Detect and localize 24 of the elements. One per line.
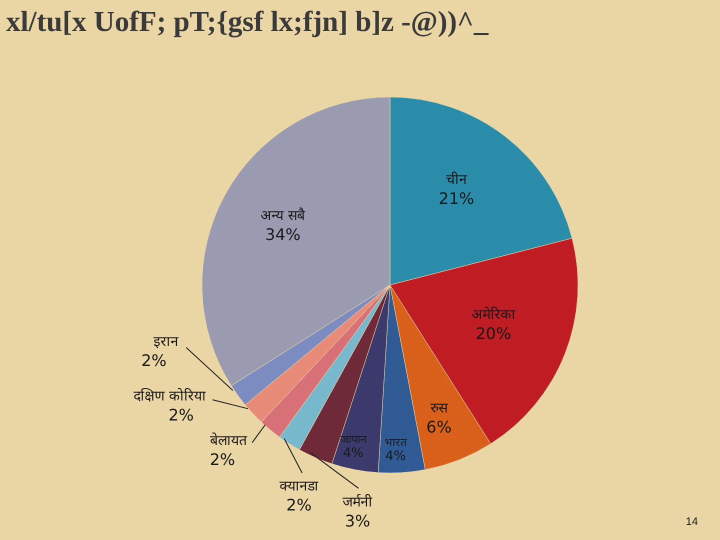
slice-label: क्यानडा bbox=[279, 478, 318, 494]
data-label: 2% bbox=[168, 405, 194, 424]
slice-label: रुस bbox=[430, 400, 448, 416]
slice-label: चीन bbox=[446, 170, 467, 188]
data-label: 2% bbox=[286, 495, 312, 514]
data-label: 4% bbox=[385, 448, 406, 464]
slice-label: जापान bbox=[340, 433, 368, 446]
data-label: 3% bbox=[344, 511, 370, 530]
data-label: 4% bbox=[342, 446, 364, 462]
chart-title: xl/tu[x UofF; pT;{gsf lx;fjn] b]z -@))^_ bbox=[6, 6, 488, 39]
slice-label: बेलायत bbox=[210, 432, 248, 449]
data-label: 20% bbox=[476, 324, 512, 343]
data-label: 2% bbox=[210, 450, 236, 469]
slice-label: जर्मनी bbox=[342, 493, 373, 510]
slice-label: अमेरिका bbox=[471, 306, 516, 323]
text: 14 bbox=[686, 516, 698, 528]
slice-label: दक्षिण कोरिया bbox=[133, 387, 206, 404]
slice-label: अन्य सबै bbox=[260, 206, 306, 224]
data-label: 2% bbox=[141, 351, 167, 370]
slice-label: भारत bbox=[384, 436, 408, 449]
data-label: 34% bbox=[265, 224, 301, 244]
data-label: 21% bbox=[438, 188, 474, 208]
data-label: 6% bbox=[426, 417, 452, 436]
slice-label: इरान bbox=[154, 334, 179, 350]
